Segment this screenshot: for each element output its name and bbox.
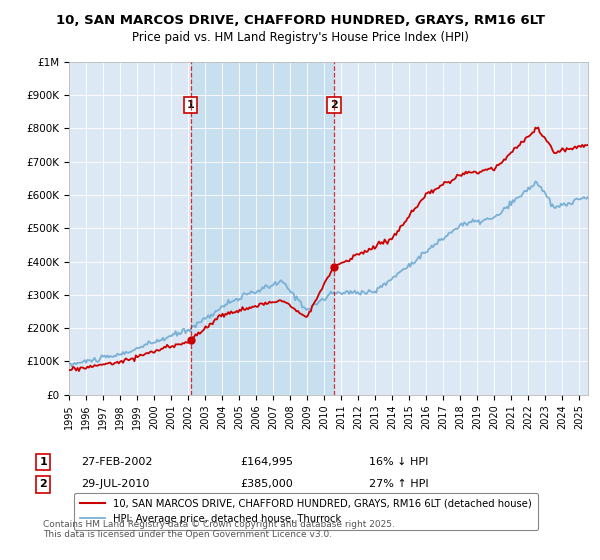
Text: £164,995: £164,995: [240, 457, 293, 467]
Text: £385,000: £385,000: [240, 479, 293, 489]
Text: 10, SAN MARCOS DRIVE, CHAFFORD HUNDRED, GRAYS, RM16 6LT: 10, SAN MARCOS DRIVE, CHAFFORD HUNDRED, …: [56, 14, 545, 27]
Text: 1: 1: [40, 457, 47, 467]
Text: 29-JUL-2010: 29-JUL-2010: [81, 479, 149, 489]
Text: 16% ↓ HPI: 16% ↓ HPI: [369, 457, 428, 467]
Text: 2: 2: [330, 100, 338, 110]
Bar: [191, 62, 334, 395]
Text: Contains HM Land Registry data © Crown copyright and database right 2025.
This d: Contains HM Land Registry data © Crown c…: [43, 520, 395, 539]
Text: 1: 1: [187, 100, 194, 110]
Text: Price paid vs. HM Land Registry's House Price Index (HPI): Price paid vs. HM Land Registry's House …: [131, 31, 469, 44]
Legend: 10, SAN MARCOS DRIVE, CHAFFORD HUNDRED, GRAYS, RM16 6LT (detached house), HPI: A: 10, SAN MARCOS DRIVE, CHAFFORD HUNDRED, …: [74, 493, 538, 530]
Text: 2: 2: [40, 479, 47, 489]
Text: 27% ↑ HPI: 27% ↑ HPI: [369, 479, 428, 489]
Text: 27-FEB-2002: 27-FEB-2002: [81, 457, 152, 467]
